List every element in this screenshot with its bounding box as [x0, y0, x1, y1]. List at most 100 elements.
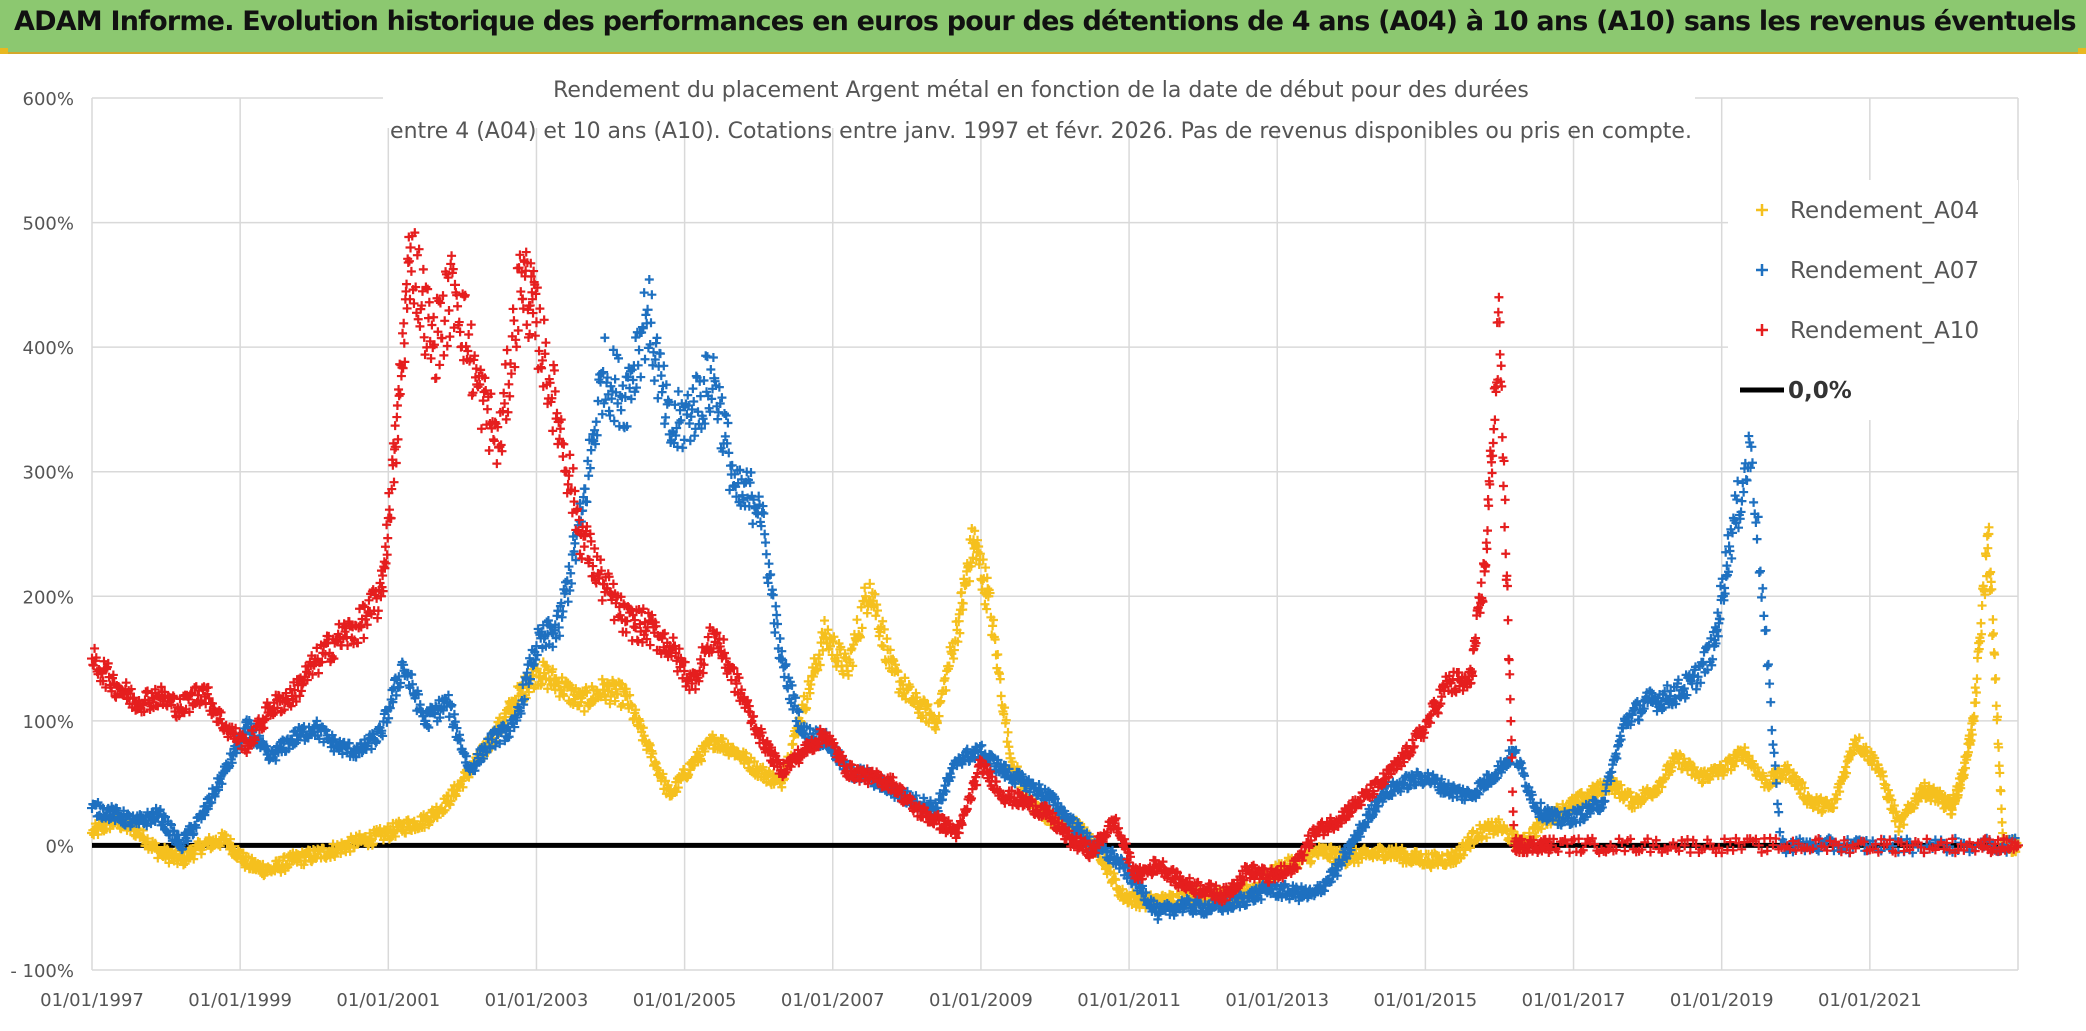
- data-point: [912, 692, 922, 702]
- data-point: [771, 601, 781, 611]
- data-point: [849, 640, 859, 650]
- data-point: [458, 782, 468, 792]
- data-point: [777, 782, 787, 792]
- data-point: [1451, 858, 1461, 868]
- data-point: [424, 297, 434, 307]
- data-point: [1468, 826, 1478, 836]
- data-point: [559, 691, 569, 701]
- data-point: [1536, 824, 1546, 834]
- banner-title: ADAM Informe. Evolution historique des p…: [14, 6, 2077, 37]
- data-point: [613, 689, 623, 699]
- y-axis-ticks: - 100%0%100%200%300%400%500%600%: [10, 89, 74, 982]
- data-point: [414, 244, 424, 254]
- data-point: [1987, 631, 1997, 641]
- data-point: [1765, 679, 1775, 689]
- y-tick-label: 400%: [23, 338, 74, 359]
- data-point: [93, 830, 103, 840]
- data-point: [1653, 787, 1663, 797]
- data-point: [406, 266, 416, 276]
- data-point: [1007, 757, 1017, 767]
- data-point: [633, 360, 643, 370]
- data-point: [934, 711, 944, 721]
- data-point: [384, 505, 394, 515]
- data-point: [1991, 701, 2001, 711]
- data-point: [965, 576, 975, 586]
- data-point: [648, 749, 658, 759]
- data-point: [394, 391, 404, 401]
- data-point: [359, 633, 369, 643]
- data-point: [143, 686, 153, 696]
- data-point: [1759, 611, 1769, 621]
- data-point: [1000, 703, 1010, 713]
- data-point: [1353, 858, 1363, 868]
- data-point: [882, 634, 892, 644]
- data-point: [708, 730, 718, 740]
- data-point: [466, 320, 476, 330]
- data-point: [806, 680, 816, 690]
- data-point: [870, 589, 880, 599]
- data-point: [299, 860, 309, 870]
- data-point: [1459, 850, 1469, 860]
- data-point: [720, 409, 730, 419]
- data-point: [390, 831, 400, 841]
- data-point: [818, 645, 828, 655]
- data-point: [444, 306, 454, 316]
- data-point: [1762, 661, 1772, 671]
- data-point: [944, 661, 954, 671]
- data-point: [415, 321, 425, 331]
- data-point: [383, 533, 393, 543]
- data-point: [402, 279, 412, 289]
- data-point: [1991, 673, 2001, 683]
- data-point: [600, 333, 610, 343]
- data-point: [143, 834, 153, 844]
- data-point: [717, 393, 727, 403]
- data-point: [817, 627, 827, 637]
- data-point: [455, 327, 465, 337]
- data-point: [993, 650, 1003, 659]
- data-point: [446, 796, 456, 806]
- data-point: [1768, 740, 1778, 750]
- data-point: [978, 555, 988, 565]
- data-point: [802, 703, 812, 713]
- data-point: [401, 828, 411, 838]
- data-point: [918, 711, 928, 721]
- data-point: [617, 679, 627, 689]
- data-point: [843, 670, 853, 680]
- x-tick-label: 01/01/1997: [40, 990, 144, 1011]
- data-point: [439, 350, 449, 360]
- data-point: [760, 529, 770, 539]
- data-point: [977, 740, 987, 750]
- data-point: [405, 242, 416, 253]
- data-point: [1971, 698, 1981, 708]
- data-point: [727, 460, 737, 470]
- data-point: [561, 577, 571, 587]
- data-point: [893, 667, 903, 677]
- data-point: [586, 445, 596, 455]
- x-tick-label: 01/01/2003: [485, 990, 589, 1011]
- data-point: [652, 333, 662, 343]
- data-point: [590, 694, 600, 704]
- data-point: [395, 389, 405, 399]
- y-tick-label: 300%: [23, 463, 74, 484]
- data-point: [1610, 789, 1620, 799]
- data-point: [649, 347, 659, 357]
- x-tick-label: 01/01/2017: [1522, 990, 1626, 1011]
- data-point: [392, 400, 402, 410]
- data-point: [820, 616, 830, 626]
- data-point: [982, 573, 992, 583]
- y-tick-label: 500%: [23, 214, 74, 235]
- data-point: [764, 559, 774, 569]
- data-point: [524, 687, 534, 697]
- data-point: [696, 391, 706, 401]
- data-point: [646, 318, 656, 328]
- data-point: [1972, 674, 1982, 684]
- data-point: [684, 419, 694, 429]
- data-point: [905, 682, 915, 692]
- x-tick-label: 01/01/2005: [633, 990, 737, 1011]
- data-point: [970, 526, 980, 536]
- data-point: [647, 290, 657, 300]
- data-point: [966, 561, 976, 571]
- data-point: [1739, 487, 1749, 497]
- data-point: [1971, 687, 1981, 697]
- data-point: [1989, 629, 1998, 639]
